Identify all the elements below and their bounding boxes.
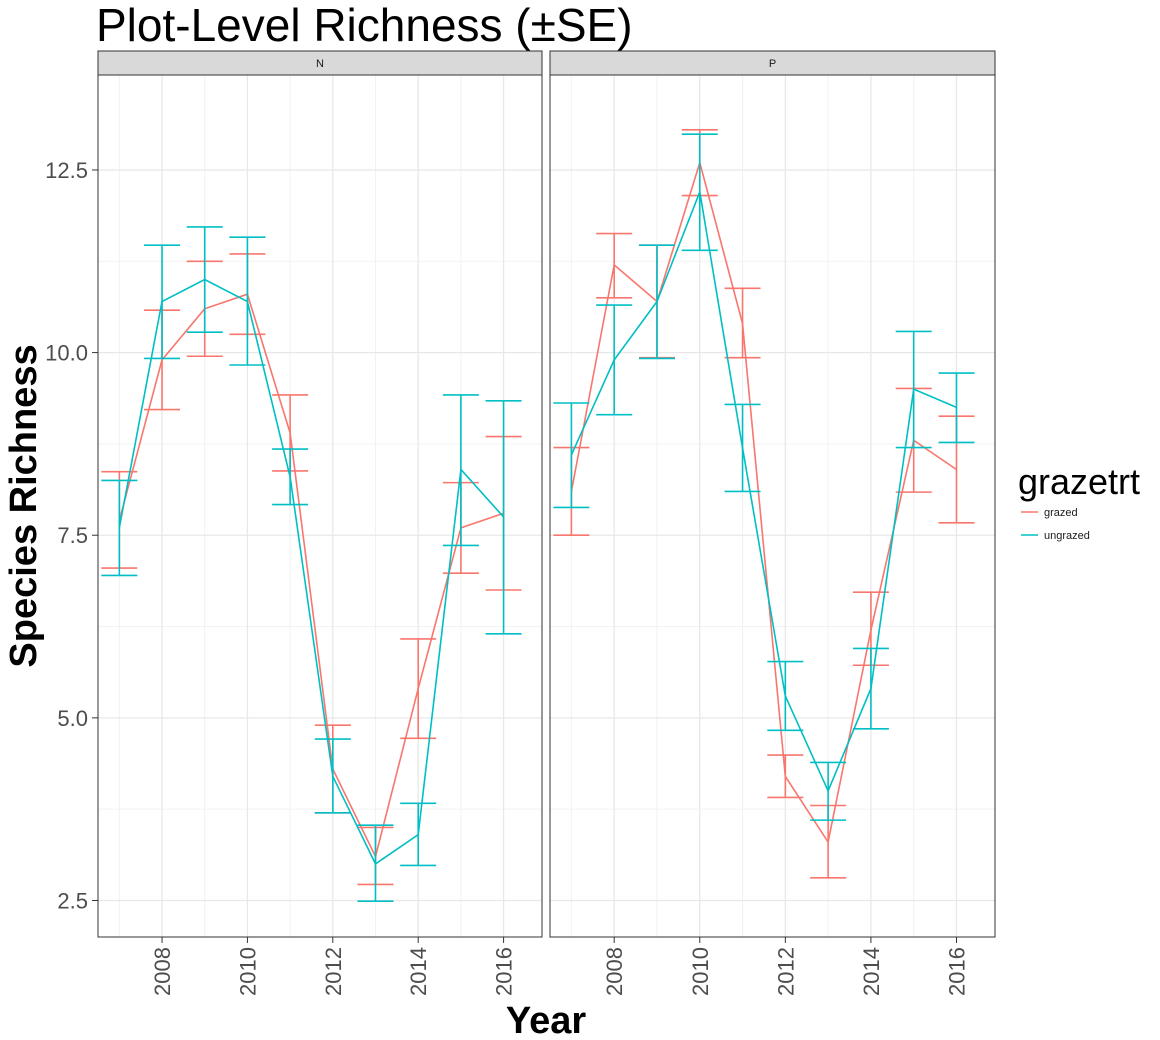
x-tick-label: 2016 [944,947,969,996]
chart-title: Plot-Level Richness (±SE) [96,0,633,51]
legend-label: grazed [1044,507,1078,519]
series-grazed [553,128,975,879]
y-tick-label: 10.0 [45,341,88,366]
y-axis: 2.5 5.0 7.5 10.0 12.5 [45,158,98,913]
error-bar [553,402,590,509]
x-tick-label: 2010 [688,947,713,996]
x-tick-label: 2016 [492,947,517,996]
x-tick-label: 2008 [602,947,627,996]
legend-item-grazed: grazed [1021,507,1078,519]
error-bar [101,479,138,577]
y-axis-title: Species Richness [3,344,45,667]
series-ungrazed [101,226,522,903]
error-bar [485,400,522,635]
y-tick-label: 2.5 [57,888,88,913]
x-tick-label: 2012 [321,947,346,996]
legend: grazetrt grazed ungrazed [1018,461,1140,542]
series-line-grazed [570,159,957,845]
series-ungrazed [553,133,975,821]
facet-strip-label: N [316,58,324,70]
facet-strip [97,50,543,76]
series-line-ungrazed [570,188,957,793]
y-tick-label: 7.5 [57,523,88,548]
x-tick-label: 2012 [773,947,798,996]
y-tick-label: 12.5 [45,158,88,183]
x-tick-label: 2014 [859,947,884,996]
x-axis-title: Year [506,1000,587,1040]
x-tick-label: 2014 [406,947,431,996]
panel-border [549,74,996,938]
facet-strip [549,50,996,76]
series-grazed [101,253,522,886]
y-tick-label: 5.0 [57,706,88,731]
x-tick-label: 2008 [150,947,175,996]
series-line-ungrazed [118,278,505,866]
error-bar [938,372,975,444]
legend-item-ungrazed: ungrazed [1021,530,1090,542]
legend-label: ungrazed [1044,530,1090,542]
facet-strip-label: P [769,58,776,70]
x-axes: 2008 2010 2012 2014 2016 2008 2010 2012 2014 2016 [150,937,969,996]
legend-title: grazetrt [1018,461,1140,502]
x-tick-label: 2010 [235,947,260,996]
facet-panel-n: N [97,50,543,938]
series-line-grazed [118,293,504,859]
panel-border [97,74,543,938]
facet-panel-p: P [549,50,996,938]
